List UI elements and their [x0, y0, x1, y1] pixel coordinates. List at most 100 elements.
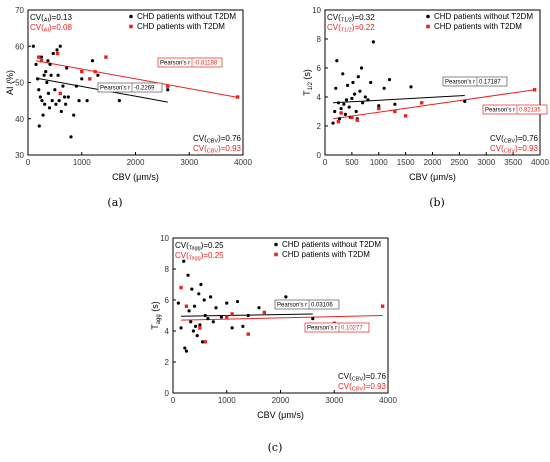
cv-top-label: CV(T1/2)=0.22: [327, 23, 375, 34]
point-without-t2dm: [44, 70, 48, 74]
chart-panel-1: 0 1000 2000 3000 4000 30 40 50 60 70 CBV (μm/s) AI …: [5, 6, 252, 209]
point-without-t2dm: [358, 89, 362, 93]
point-with-t2dm: [104, 55, 108, 59]
point-without-t2dm: [387, 78, 392, 82]
chart-panel-3: 0 1000 2000 3000 4000 0 2 4 6 8 10 CBV (μm/s) Tagg (…: [150, 234, 397, 454]
cv-bottom-label: CV(CBV)=0.76: [490, 134, 539, 145]
point-with-t2dm: [80, 69, 84, 74]
point-without-t2dm: [37, 88, 41, 92]
cv-bottom-label: CV(CBV)=0.93: [338, 382, 387, 393]
x-tick-label: 2000: [424, 158, 442, 167]
point-without-t2dm: [371, 40, 375, 44]
point-without-t2dm: [351, 80, 355, 85]
point-without-t2dm: [31, 44, 35, 48]
legend-label: CHD patients without T2DM: [434, 12, 533, 21]
legend-label: CHD patients without T2DM: [282, 240, 381, 249]
point-without-t2dm: [34, 62, 38, 66]
point-with-t2dm: [58, 91, 62, 96]
pearson-value: -0.81188: [194, 61, 218, 67]
x-tick-label: 4000: [234, 158, 252, 167]
point-without-t2dm: [189, 320, 193, 324]
point-without-t2dm: [66, 95, 70, 99]
point-without-t2dm: [176, 301, 180, 305]
point-without-t2dm: [193, 324, 198, 328]
point-without-t2dm: [41, 113, 45, 117]
point-without-t2dm: [85, 99, 89, 103]
point-without-t2dm: [241, 324, 245, 328]
point-without-t2dm: [203, 313, 207, 318]
point-without-t2dm: [191, 329, 196, 333]
x-tick-label: 0: [171, 396, 176, 405]
point-without-t2dm: [198, 323, 202, 327]
x-tick-label: 3000: [325, 396, 343, 405]
x-axis-label: CBV (μm/s): [112, 172, 159, 182]
point-without-t2dm: [335, 59, 339, 63]
y-axis-label: Tagg (s): [150, 301, 162, 330]
point-with-t2dm: [336, 119, 341, 124]
chart-panel-2: 0 500 1000 1500 2000 2500 3000 3500 4000 0 2 4 6 8 10 C…: [302, 6, 549, 209]
cv-top-label: CV(Tagg)=0.25: [175, 241, 224, 252]
x-tick-label: 2000: [272, 396, 290, 405]
point-without-t2dm: [342, 102, 346, 106]
point-without-t2dm: [225, 301, 229, 305]
pearson-value: 0.82135: [519, 108, 541, 114]
point-without-t2dm: [195, 334, 199, 338]
cv-bottom-label: CV(CBV)=0.76: [338, 372, 387, 383]
legend-marker-without-t2dm: [426, 14, 430, 19]
point-without-t2dm: [235, 299, 240, 304]
point-without-t2dm: [96, 73, 100, 77]
point-without-t2dm: [333, 109, 337, 114]
point-without-t2dm: [48, 62, 52, 66]
point-without-t2dm: [59, 109, 63, 114]
point-without-t2dm: [219, 315, 223, 319]
y-tick-label: 10: [312, 6, 321, 15]
point-without-t2dm: [37, 124, 41, 128]
x-tick-label: 1000: [370, 158, 388, 167]
legend-label: CHD patients without T2DM: [137, 12, 236, 21]
point-with-t2dm: [37, 55, 41, 59]
point-without-t2dm: [45, 80, 49, 85]
point-without-t2dm: [61, 84, 65, 88]
y-tick-label: 40: [15, 115, 24, 124]
pearson-box: [304, 322, 370, 333]
point-without-t2dm: [230, 326, 234, 330]
point-without-t2dm: [183, 346, 187, 350]
y-tick-label: 60: [15, 42, 24, 51]
y-tick-label: 50: [15, 79, 24, 88]
point-with-t2dm: [377, 106, 381, 111]
y-tick-label: 8: [165, 265, 170, 274]
pearson-label: Pearson's r: [307, 326, 337, 332]
x-tick-label: 2500: [450, 158, 468, 167]
point-with-t2dm: [393, 109, 397, 114]
legend-label: CHD patients with T2DM: [137, 22, 225, 31]
point-with-t2dm: [262, 310, 267, 315]
point-without-t2dm: [359, 66, 364, 70]
point-without-t2dm: [182, 259, 186, 263]
panel-label: (a): [107, 196, 122, 209]
point-without-t2dm: [55, 48, 59, 52]
point-without-t2dm: [369, 80, 373, 85]
point-without-t2dm: [197, 292, 201, 296]
point-without-t2dm: [347, 105, 351, 109]
point-with-t2dm: [203, 340, 207, 344]
cv-top-label: CV(AI)=0.13: [30, 13, 72, 24]
point-without-t2dm: [382, 86, 386, 90]
pearson-box: [442, 76, 508, 87]
point-without-t2dm: [209, 295, 213, 299]
pearson-box: [97, 82, 163, 93]
point-with-t2dm: [350, 115, 354, 119]
x-tick-label: 0: [26, 158, 31, 167]
point-with-t2dm: [179, 285, 183, 290]
point-without-t2dm: [80, 77, 84, 81]
point-without-t2dm: [38, 95, 42, 99]
pearson-box: [274, 299, 340, 310]
y-axis-label: T1/2 (s): [302, 69, 314, 96]
pearson-label: Pearson's r: [445, 80, 475, 86]
point-without-t2dm: [257, 306, 261, 310]
point-without-t2dm: [334, 86, 338, 90]
pearson-value: -0.2269: [134, 86, 155, 92]
point-without-t2dm: [206, 317, 210, 321]
y-tick-label: 8: [317, 35, 322, 44]
y-tick-label: 70: [15, 6, 24, 15]
x-axis-label: CBV (μm/s): [257, 410, 304, 420]
